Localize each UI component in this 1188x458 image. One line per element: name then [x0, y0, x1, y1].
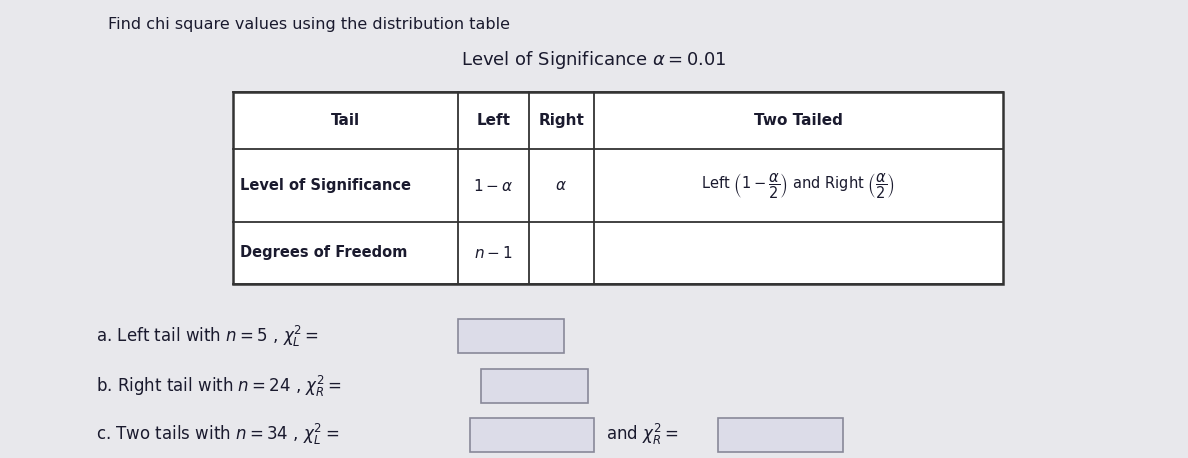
Text: Right: Right [538, 114, 584, 128]
FancyBboxPatch shape [457, 319, 564, 353]
Text: Two Tailed: Two Tailed [754, 114, 843, 128]
Text: c. Two tails with $n = 34$ , $\chi^2_L =$: c. Two tails with $n = 34$ , $\chi^2_L =… [96, 422, 340, 447]
Text: Level of Significance: Level of Significance [240, 178, 411, 193]
Text: Find chi square values using the distribution table: Find chi square values using the distrib… [108, 17, 510, 33]
Text: $\alpha$: $\alpha$ [556, 178, 568, 193]
Text: Tail: Tail [330, 114, 360, 128]
FancyBboxPatch shape [233, 93, 1003, 284]
Text: Degrees of Freedom: Degrees of Freedom [240, 245, 407, 261]
FancyBboxPatch shape [719, 418, 843, 452]
Text: a. Left tail with $n = 5$ , $\chi^2_L =$: a. Left tail with $n = 5$ , $\chi^2_L =$ [96, 323, 320, 349]
Text: and $\chi^2_R =$: and $\chi^2_R =$ [606, 422, 678, 447]
Text: b. Right tail with $n = 24$ , $\chi^2_R =$: b. Right tail with $n = 24$ , $\chi^2_R … [96, 374, 342, 398]
Text: Left: Left [476, 114, 511, 128]
FancyBboxPatch shape [469, 418, 594, 452]
Text: $1 - \alpha$: $1 - \alpha$ [473, 178, 513, 194]
Text: Left $\left(1 - \dfrac{\alpha}{2}\right)$ and Right $\left(\dfrac{\alpha}{2}\rig: Left $\left(1 - \dfrac{\alpha}{2}\right)… [701, 171, 896, 201]
Text: $n - 1$: $n - 1$ [474, 245, 512, 261]
Text: Level of Significance $\alpha = 0.01$: Level of Significance $\alpha = 0.01$ [461, 49, 727, 71]
FancyBboxPatch shape [481, 369, 588, 403]
